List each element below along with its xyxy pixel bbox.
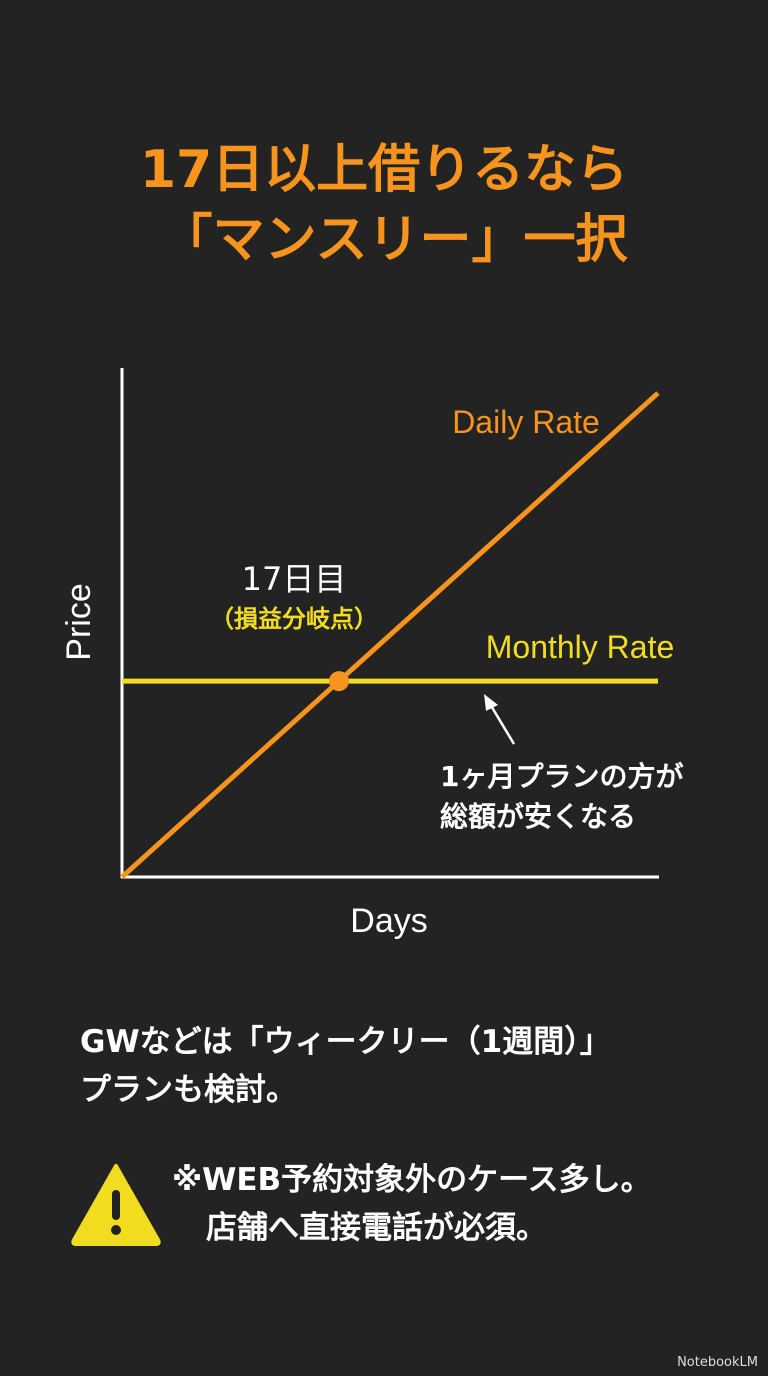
- warning-triangle-icon: [71, 1164, 161, 1246]
- annotation-line-1: 1ヶ月プランの方が: [440, 760, 683, 793]
- title-line-2: 「マンスリー」一択: [160, 210, 628, 270]
- brand-watermark: NotebookLM: [677, 1355, 758, 1370]
- breakeven-sublabel: （損益分岐点）: [210, 605, 378, 633]
- gw-note-line-2: プランも検討。: [80, 1072, 297, 1108]
- x-axis-label: Days: [350, 902, 427, 940]
- y-axis-label: Price: [60, 583, 98, 660]
- gw-note: GWなどは「ウィークリー（1週間）」 プランも検討。: [80, 1018, 611, 1114]
- warning-note-line-1: ※WEB予約対象外のケース多し。: [172, 1162, 652, 1198]
- daily-rate-line: [120, 391, 660, 879]
- daily-rate-label: Daily Rate: [452, 404, 600, 440]
- arrow-head-icon: [484, 694, 498, 711]
- monthly-rate-label: Monthly Rate: [486, 629, 675, 665]
- gw-note-line-1: GWなどは「ウィークリー（1週間）」: [80, 1024, 611, 1060]
- warning-note: ※WEB予約対象外のケース多し。 店舗へ直接電話が必須。: [172, 1156, 652, 1252]
- breakeven-point: [328, 671, 349, 692]
- annotation-line-2: 総額が安くなる: [440, 800, 636, 833]
- warning-note-line-2: 店舗へ直接電話が必須。: [206, 1210, 547, 1246]
- title-line-1: 17日以上借りるなら: [139, 140, 629, 200]
- annotation-arrow: [488, 703, 516, 745]
- breakeven-label: 17日目: [242, 560, 347, 598]
